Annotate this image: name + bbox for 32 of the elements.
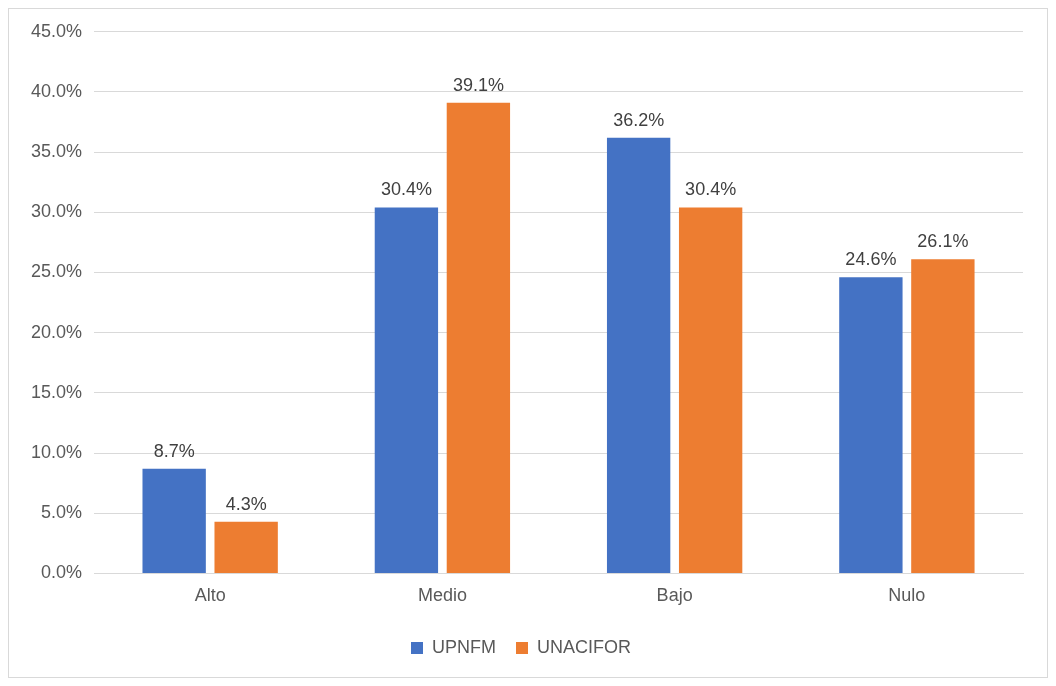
x-tick-label: Bajo [656,585,693,606]
bar [374,207,439,573]
bar [142,468,206,573]
bar [606,137,671,573]
x-tick-label: Alto [194,585,226,606]
y-tick-label: 15.0% [30,381,83,402]
bar [839,277,903,573]
bar [214,521,278,573]
data-label: 8.7% [153,440,195,461]
y-tick-label: 30.0% [30,201,83,222]
legend-label: UNACIFOR [537,636,631,657]
y-tick-label: 10.0% [30,442,83,463]
x-tick-label: Medio [417,585,467,606]
legend-label: UPNFM [432,636,496,657]
y-tick-label: 5.0% [41,502,83,523]
data-label: 4.3% [225,493,267,514]
bar [911,259,975,573]
data-label: 26.1% [917,231,969,252]
y-tick-label: 45.0% [30,20,83,41]
data-label: 30.4% [685,179,737,200]
y-tick-label: 40.0% [30,80,83,101]
bar [446,102,511,573]
data-label: 30.4% [380,179,432,200]
data-label: 36.2% [613,109,665,130]
bar [678,207,743,573]
x-tick-label: Nulo [888,585,926,606]
y-tick-label: 0.0% [41,562,83,583]
data-label: 24.6% [845,249,897,270]
y-tick-label: 35.0% [30,141,83,162]
data-label: 39.1% [452,74,504,95]
y-tick-label: 20.0% [30,321,83,342]
y-tick-label: 25.0% [30,261,83,282]
